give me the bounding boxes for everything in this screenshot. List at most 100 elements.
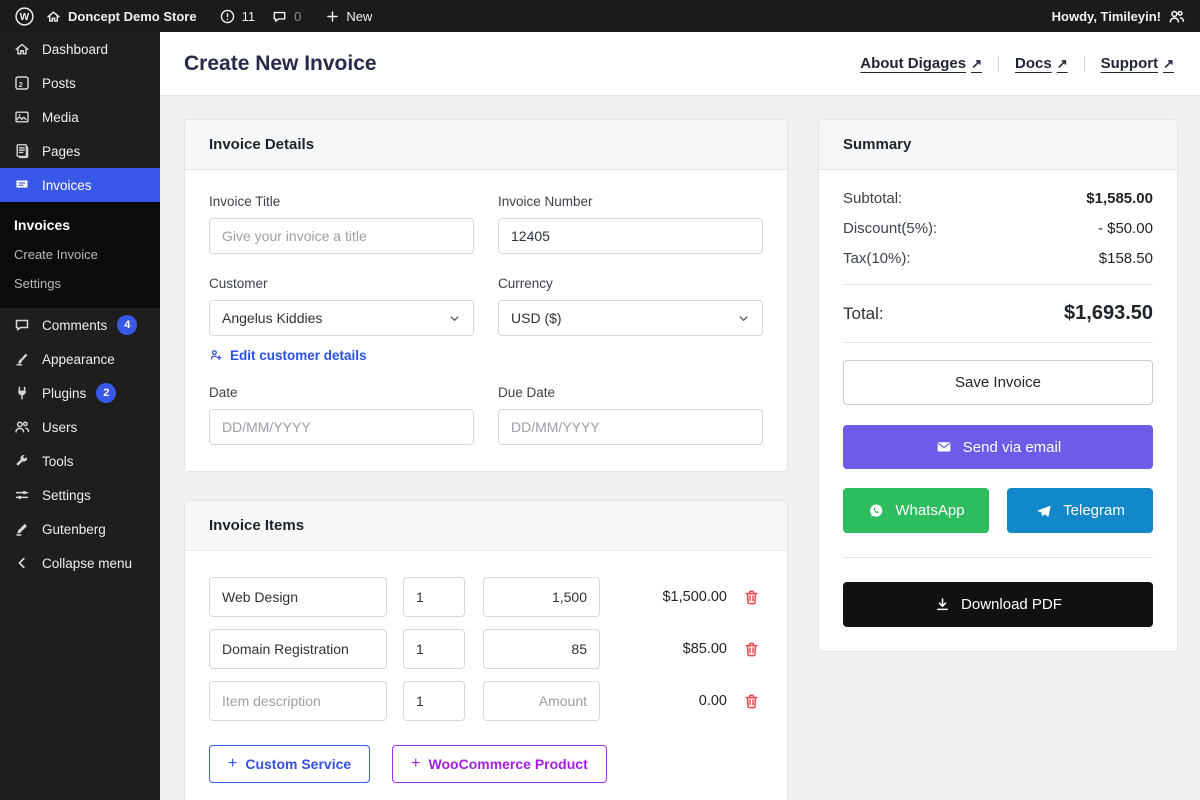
header-separator: [1083, 55, 1085, 72]
invoices-icon: [12, 176, 32, 194]
whatsapp-icon: [867, 502, 885, 520]
settings-sliders-icon: [12, 486, 32, 504]
currency-select[interactable]: USD ($): [498, 300, 763, 336]
docs-link[interactable]: Docs ↗: [1015, 55, 1068, 72]
delete-item-button[interactable]: [739, 637, 763, 661]
currency-label: Currency: [498, 276, 553, 291]
item-line-total: $1,500.00: [662, 589, 727, 605]
sidebar-item-posts[interactable]: 2 Posts: [0, 66, 160, 100]
sidebar-item-plugins[interactable]: Plugins 2: [0, 376, 160, 410]
sidebar-item-dashboard[interactable]: Dashboard: [0, 32, 160, 66]
item-amount-input[interactable]: [483, 577, 600, 617]
due-date-label: Due Date: [498, 385, 556, 400]
account-menu[interactable]: Howdy, Timileyin!: [1052, 7, 1186, 26]
about-digages-link[interactable]: About Digages ↗: [860, 55, 982, 72]
comment-bubble-icon: [271, 8, 288, 25]
external-link-icon: ↗: [971, 55, 982, 71]
submenu-item-create-invoice[interactable]: Create Invoice: [14, 247, 98, 262]
trash-icon: [742, 588, 761, 607]
sidebar-label: Pages: [42, 143, 81, 159]
updates-count: 11: [241, 8, 256, 24]
site-name: Doncept Demo Store: [68, 8, 197, 24]
sidebar-item-comments[interactable]: Comments 4: [0, 308, 160, 342]
page-header: Create New Invoice About Digages ↗ Docs …: [160, 32, 1200, 96]
comments-indicator[interactable]: 0: [271, 8, 301, 25]
invoices-submenu: Invoices Create Invoice Settings: [0, 202, 160, 308]
pages-icon: [12, 142, 32, 160]
envelope-icon: [935, 438, 953, 456]
header-links: About Digages ↗ Docs ↗ Support ↗: [860, 55, 1174, 72]
plus-icon: +: [228, 755, 238, 772]
comments-badge: 4: [117, 315, 138, 335]
add-woocommerce-product-button[interactable]: + WooCommerce Product: [392, 745, 607, 783]
sidebar-label: Users: [42, 419, 78, 435]
invoice-details-title: Invoice Details: [185, 120, 787, 170]
edit-customer-link[interactable]: Edit customer details: [209, 348, 474, 363]
item-qty-input[interactable]: [403, 577, 465, 617]
download-pdf-button[interactable]: Download PDF: [843, 582, 1153, 627]
invoice-item-row: $85.00: [209, 629, 763, 669]
sidebar-item-invoices[interactable]: Invoices: [0, 168, 160, 202]
site-link[interactable]: Doncept Demo Store: [45, 8, 197, 25]
item-description-input[interactable]: [209, 681, 387, 721]
save-invoice-button[interactable]: Save Invoice: [843, 360, 1153, 405]
sidebar-item-gutenberg[interactable]: Gutenberg: [0, 512, 160, 546]
chevron-down-icon: [737, 312, 750, 325]
plugins-icon: [12, 384, 32, 402]
submenu-item-settings[interactable]: Settings: [14, 276, 61, 291]
delete-item-button[interactable]: [739, 689, 763, 713]
sidebar-label: Dashboard: [42, 41, 109, 57]
discount-row: Discount(5%): - $50.00: [843, 220, 1153, 237]
new-label: New: [346, 8, 373, 24]
invoice-number-input[interactable]: [498, 218, 763, 254]
sidebar-label: Plugins: [42, 385, 87, 401]
item-qty-input[interactable]: [403, 681, 465, 721]
telegram-icon: [1035, 502, 1053, 520]
item-amount-input[interactable]: [483, 681, 600, 721]
date-label: Date: [209, 385, 238, 400]
customer-select[interactable]: Angelus Kiddies: [209, 300, 474, 336]
divider: [843, 342, 1153, 343]
sidebar-item-pages[interactable]: Pages: [0, 134, 160, 168]
subtotal-row: Subtotal: $1,585.00: [843, 190, 1153, 207]
item-description-input[interactable]: [209, 629, 387, 669]
admin-sidebar: Dashboard 2 Posts Media Pag: [0, 32, 160, 800]
item-line-total: $85.00: [682, 641, 727, 657]
sidebar-label: Gutenberg: [42, 521, 106, 537]
divider: [843, 557, 1153, 558]
sidebar-label: Appearance: [42, 351, 115, 367]
send-via-email-button[interactable]: Send via email: [843, 425, 1153, 469]
invoice-title-input[interactable]: [209, 218, 474, 254]
sidebar-item-collapse-menu[interactable]: Collapse menu: [0, 546, 160, 580]
sidebar-item-tools[interactable]: Tools: [0, 444, 160, 478]
new-content-menu[interactable]: New: [325, 9, 372, 24]
sidebar-label: Settings: [42, 487, 91, 503]
sidebar-item-media[interactable]: Media: [0, 100, 160, 134]
item-qty-input[interactable]: [403, 629, 465, 669]
add-custom-service-button[interactable]: + Custom Service: [209, 745, 371, 783]
sidebar-item-settings[interactable]: Settings: [0, 478, 160, 512]
item-description-input[interactable]: [209, 577, 387, 617]
item-amount-input[interactable]: [483, 629, 600, 669]
submenu-item-invoices[interactable]: Invoices: [14, 217, 71, 233]
whatsapp-button[interactable]: WhatsApp: [843, 488, 989, 533]
support-link[interactable]: Support ↗: [1100, 55, 1174, 72]
due-date-input[interactable]: [498, 409, 763, 445]
wordpress-menu[interactable]: W: [14, 6, 35, 27]
svg-text:W: W: [20, 12, 30, 23]
sidebar-label: Collapse menu: [42, 555, 133, 571]
date-input[interactable]: [209, 409, 474, 445]
plus-icon: [325, 9, 340, 24]
sidebar-item-appearance[interactable]: Appearance: [0, 342, 160, 376]
telegram-button[interactable]: Telegram: [1007, 488, 1153, 533]
sidebar-item-users[interactable]: Users: [0, 410, 160, 444]
delete-item-button[interactable]: [739, 585, 763, 609]
comments-icon: [12, 316, 32, 334]
adminbar-comments-count: 0: [294, 8, 302, 24]
trash-icon: [742, 692, 761, 711]
download-icon: [934, 596, 951, 613]
users-icon: [12, 418, 32, 436]
updates-indicator[interactable]: 11: [219, 8, 256, 25]
invoice-number-label: Invoice Number: [498, 194, 593, 209]
tax-row: Tax(10%): $158.50: [843, 250, 1153, 267]
